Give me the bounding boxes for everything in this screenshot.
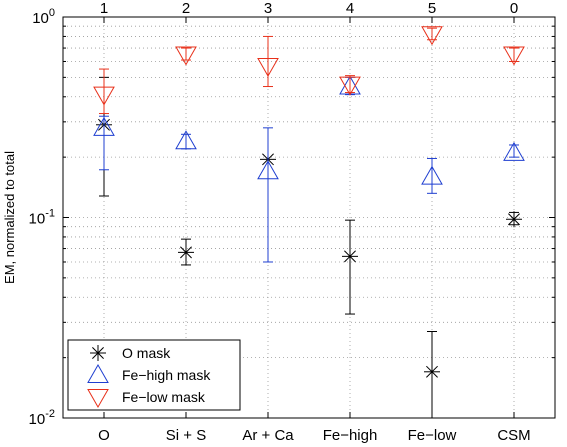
top-tick-label: 0 bbox=[510, 0, 518, 17]
data-point-triangle-down bbox=[503, 46, 525, 66]
x-tick-label: Ar + Ca bbox=[242, 427, 294, 444]
top-tick-label: 1 bbox=[100, 0, 108, 17]
legend-label: O mask bbox=[122, 345, 171, 361]
y-tick-label: 100 bbox=[32, 7, 55, 27]
top-tick-label: 3 bbox=[264, 0, 272, 17]
data-point-triangle-up bbox=[175, 130, 197, 150]
legend-label: Fe−low mask bbox=[122, 389, 206, 405]
legend-label: Fe−high mask bbox=[122, 367, 211, 383]
data-point-asterisk bbox=[506, 211, 522, 228]
top-tick-label: 4 bbox=[346, 0, 354, 17]
y-tick-label: 10-1 bbox=[29, 208, 55, 228]
data-point-triangle-up bbox=[503, 141, 525, 161]
data-point-triangle-down bbox=[175, 46, 197, 66]
data-point-asterisk bbox=[178, 244, 194, 261]
x-tick-label: Si + S bbox=[166, 427, 206, 444]
legend: O mask Fe−high mask Fe−low mask bbox=[67, 339, 241, 411]
legend-marker-triangle-down bbox=[87, 389, 109, 409]
x-tick-label: Fe−high bbox=[323, 427, 378, 444]
legend-marker-asterisk bbox=[90, 345, 106, 361]
x-tick-label: O bbox=[98, 427, 110, 444]
x-tick-label: Fe−low bbox=[408, 427, 457, 444]
top-tick-label: 5 bbox=[428, 0, 436, 17]
marks-layer bbox=[93, 26, 525, 419]
top-tick-label: 2 bbox=[182, 0, 190, 17]
ticks-layer: O 1 Si + S 2 Ar + Ca 3 Fe−high 4 Fe−low 5 CSM 0 100 1… bbox=[29, 0, 555, 444]
data-point-triangle-up bbox=[421, 165, 443, 185]
data-point-triangle-down bbox=[257, 57, 279, 77]
data-point-triangle-down bbox=[421, 26, 443, 46]
data-point-triangle-up bbox=[93, 116, 115, 136]
data-point-asterisk bbox=[342, 248, 358, 265]
y-tick-label: 10-2 bbox=[29, 408, 55, 428]
data-point-triangle-down bbox=[93, 86, 115, 106]
data-point-triangle-down bbox=[339, 76, 361, 96]
legend-marker-triangle-up bbox=[87, 363, 109, 383]
y-axis-title: EM, normalized to total bbox=[2, 151, 17, 284]
data-point-asterisk bbox=[424, 363, 440, 380]
data-point-triangle-up bbox=[257, 160, 279, 180]
x-tick-label: CSM bbox=[497, 427, 530, 444]
